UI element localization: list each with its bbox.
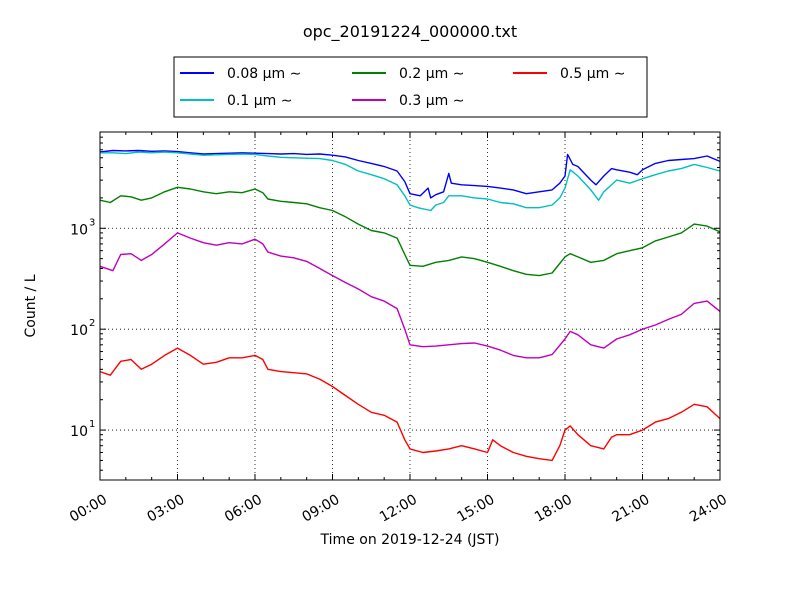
series-line-2 bbox=[100, 151, 721, 212]
grid bbox=[100, 132, 720, 480]
x-tick-label: 21:00 bbox=[610, 492, 653, 526]
y-tick-label: 10 bbox=[70, 222, 88, 238]
x-tick-label: 12:00 bbox=[377, 492, 420, 526]
legend-label-2: 0.1 μm ∼ bbox=[227, 93, 292, 109]
x-tick-label: 00:00 bbox=[67, 492, 110, 526]
series-line-3 bbox=[99, 186, 721, 277]
legend-label-3: 0.2 μm ∼ bbox=[399, 66, 464, 82]
y-axis-label: Count / L bbox=[23, 274, 39, 337]
x-tick-label: 24:00 bbox=[687, 492, 730, 526]
x-tick-label: 09:00 bbox=[300, 492, 343, 526]
legend: 0.08 μm ∼ 0.1 μm ∼ 0.2 μm ∼ 0.3 μm ∼ 0.5 μm … bbox=[173, 56, 648, 118]
y-tick-exponent: 2 bbox=[89, 318, 95, 329]
x-tick-label: 06:00 bbox=[222, 492, 265, 526]
series-group bbox=[99, 149, 721, 462]
x-tick-label: 18:00 bbox=[532, 492, 575, 526]
x-axis-label: Time on 2019-12-24 (JST) bbox=[320, 532, 500, 548]
y-tick-label: 10 bbox=[70, 424, 88, 440]
legend-label-5: 0.5 μm ∼ bbox=[560, 66, 625, 82]
legend-box bbox=[173, 56, 648, 118]
x-tick-label: 03:00 bbox=[145, 492, 188, 526]
x-tick-label: 15:00 bbox=[455, 492, 498, 526]
y-tick-exponent: 1 bbox=[89, 419, 95, 430]
series-line-5 bbox=[99, 347, 721, 462]
chart-title: opc_20191224_000000.txt bbox=[303, 22, 517, 42]
y-tick-exponent: 3 bbox=[89, 217, 95, 228]
series-line-1 bbox=[99, 149, 721, 199]
legend-label-4: 0.3 μm ∼ bbox=[399, 93, 464, 109]
y-tick-label: 10 bbox=[70, 323, 88, 339]
series-line-4 bbox=[99, 232, 721, 359]
legend-label-1: 0.08 μm ∼ bbox=[227, 66, 301, 82]
